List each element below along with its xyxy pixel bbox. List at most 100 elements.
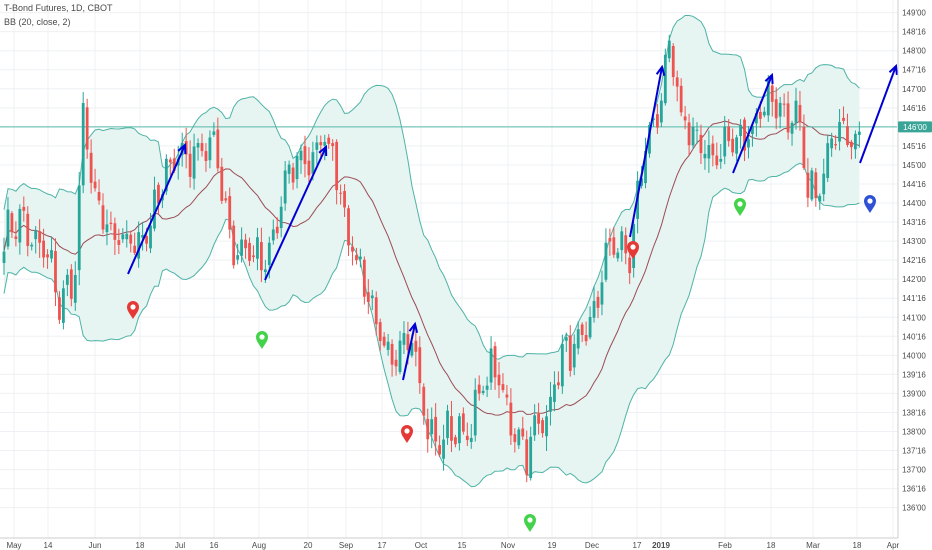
candle <box>414 327 418 367</box>
price-tick-label: 141'00 <box>902 313 926 322</box>
candle <box>549 381 552 426</box>
last-price-label-background <box>898 121 932 133</box>
candle <box>149 213 152 254</box>
candle <box>537 402 540 435</box>
price-axis-background[interactable] <box>898 0 932 538</box>
candle <box>402 321 406 355</box>
candle <box>18 204 22 255</box>
candle <box>794 87 798 130</box>
candle <box>826 134 830 182</box>
pin-marker[interactable] <box>256 331 268 349</box>
candle <box>782 93 786 117</box>
candle <box>382 332 386 348</box>
candle <box>762 106 766 118</box>
candle <box>343 184 346 217</box>
candle <box>208 130 212 169</box>
last-price-label: 146'00 <box>898 121 932 133</box>
candle <box>525 430 529 483</box>
candle <box>287 160 291 184</box>
candle <box>687 113 691 156</box>
candle <box>299 144 303 174</box>
candle <box>560 334 564 394</box>
chart-title: T-Bond Futures, 1D, CBOT <box>4 3 113 13</box>
candle <box>723 115 727 165</box>
candle <box>248 237 251 267</box>
candle <box>671 43 675 86</box>
candle <box>6 197 10 250</box>
price-tick-label: 148'16 <box>902 28 926 37</box>
candle <box>256 227 259 271</box>
candle <box>564 332 568 352</box>
candle <box>675 70 679 102</box>
candle <box>398 331 402 375</box>
candle <box>501 373 505 393</box>
candle <box>34 226 38 254</box>
candle <box>485 376 489 398</box>
price-tick-label: 143'16 <box>902 218 926 227</box>
pin-marker[interactable] <box>127 301 139 319</box>
candle <box>846 113 849 148</box>
candle <box>818 193 822 210</box>
candle <box>2 237 6 275</box>
candle <box>137 221 141 268</box>
trend-arrow[interactable] <box>402 321 419 381</box>
candle <box>450 400 453 452</box>
candle <box>244 233 247 259</box>
candle <box>770 81 774 117</box>
candle <box>192 133 196 190</box>
time-tick-label: Jun <box>89 541 102 550</box>
time-tick-label: Feb <box>718 541 732 550</box>
candle <box>228 187 232 239</box>
candle <box>830 132 834 157</box>
candle <box>73 261 77 311</box>
pin-marker[interactable] <box>864 195 876 213</box>
candle <box>260 227 263 283</box>
candle <box>850 139 853 160</box>
candle <box>604 228 608 283</box>
candle <box>707 130 711 173</box>
candle <box>58 291 61 324</box>
pin-marker[interactable] <box>627 241 639 259</box>
time-tick-label: Apr <box>887 541 900 550</box>
time-tick-label: Sep <box>339 541 354 550</box>
trend-arrow[interactable] <box>264 144 328 281</box>
candle <box>252 245 255 263</box>
candle <box>545 405 548 452</box>
candle <box>275 217 279 239</box>
trend-arrow[interactable] <box>859 63 898 164</box>
candle <box>703 139 707 170</box>
candle <box>370 289 374 311</box>
time-axis-background[interactable] <box>0 538 932 550</box>
candle <box>509 388 513 445</box>
candle <box>65 268 69 297</box>
trend-arrow[interactable] <box>732 72 774 174</box>
candle <box>196 138 200 161</box>
candle <box>513 428 517 453</box>
time-tick-label: 2019 <box>652 541 670 550</box>
time-tick-label: Mar <box>806 541 820 550</box>
candle <box>533 404 537 441</box>
trend-arrow[interactable] <box>127 142 187 275</box>
candle <box>378 318 382 352</box>
candle <box>521 416 525 440</box>
candle <box>438 435 441 457</box>
candle <box>679 78 683 117</box>
candle <box>157 182 160 214</box>
candle <box>10 211 14 238</box>
candle <box>588 306 592 340</box>
pin-marker[interactable] <box>524 514 536 532</box>
candle <box>600 270 604 316</box>
pin-marker[interactable] <box>734 198 746 216</box>
price-tick-label: 149'00 <box>902 9 926 18</box>
pin-marker[interactable] <box>401 425 413 443</box>
candle <box>659 93 663 128</box>
candle <box>117 228 121 255</box>
candle <box>473 378 477 442</box>
price-tick-label: 144'00 <box>902 199 926 208</box>
candle <box>842 106 845 125</box>
candle <box>38 219 42 258</box>
candle <box>85 98 89 159</box>
trend-arrow[interactable] <box>629 64 666 238</box>
candle <box>608 228 612 256</box>
